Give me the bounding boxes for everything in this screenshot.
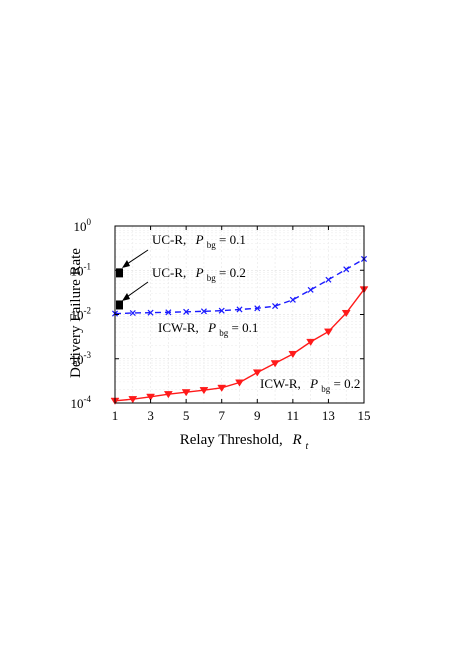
y-tick-label: 10-2	[71, 306, 92, 323]
annotation-arrowhead-uc-r-0-1	[122, 260, 130, 268]
data-point	[341, 309, 351, 318]
data-point	[252, 369, 262, 377]
data-point	[147, 309, 154, 316]
x-axis-label: Relay Threshold, R t	[180, 432, 309, 452]
data-point	[343, 266, 350, 273]
annotation-icw-r-0-1: ICW-R, P bg = 0.1	[158, 320, 258, 339]
y-tick-label: 10-3	[71, 350, 92, 367]
data-point	[217, 384, 227, 392]
annotation-icw-r-0-2: ICW-R, P bg = 0.2	[260, 376, 360, 395]
x-tick-label: 9	[254, 408, 261, 423]
x-tick-label: 7	[218, 408, 225, 423]
y-axis-label: Delivery Failure Rate	[68, 248, 84, 378]
grid	[114, 226, 365, 404]
data-point	[218, 307, 225, 314]
series-0	[116, 268, 123, 278]
x-axis-label-symbol: R	[292, 432, 302, 448]
data-point	[181, 389, 191, 397]
data-point	[235, 379, 244, 387]
data-point	[200, 308, 207, 315]
series-1	[116, 300, 123, 310]
annotation-arrowhead-uc-r-0-2	[122, 293, 130, 301]
data-point	[236, 306, 243, 313]
data-point	[325, 276, 332, 283]
data-point	[183, 308, 190, 315]
data-point	[289, 296, 296, 303]
data-point	[129, 309, 136, 317]
data-point	[116, 268, 123, 278]
x-tick-label: 11	[287, 408, 300, 423]
y-tick-label: 10-4	[71, 394, 92, 411]
y-tick-label: 100	[74, 217, 92, 234]
data-point	[128, 396, 138, 404]
data-point	[254, 305, 261, 312]
data-point	[307, 286, 314, 293]
x-tick-label: 13	[322, 408, 335, 423]
annotation-uc-r-0-1: UC-R, P bg = 0.1	[152, 232, 246, 251]
series-2	[111, 255, 368, 317]
data-point	[116, 300, 123, 310]
x-axis-label-text: Relay Threshold,	[180, 432, 283, 448]
data-point	[270, 360, 280, 368]
data-point	[288, 350, 298, 359]
data-point	[199, 387, 209, 395]
y-tick-label: 10-1	[71, 261, 92, 278]
data-point	[272, 303, 279, 310]
data-point	[146, 393, 156, 401]
annotations: UC-R, P bg = 0.1 UC-R, P bg = 0.2 ICW-R,…	[122, 232, 360, 395]
annotation-uc-r-0-2: UC-R, P bg = 0.2	[152, 265, 246, 284]
x-tick-label: 3	[147, 408, 154, 423]
x-tick-label: 1	[112, 408, 119, 423]
data-point	[306, 338, 316, 346]
x-tick-label: 5	[183, 408, 190, 423]
data-point	[163, 391, 173, 399]
data-point	[165, 309, 172, 316]
x-tick-label: 15	[358, 408, 371, 423]
x-axis-label-subscript: t	[305, 441, 308, 452]
data-point	[323, 328, 333, 336]
